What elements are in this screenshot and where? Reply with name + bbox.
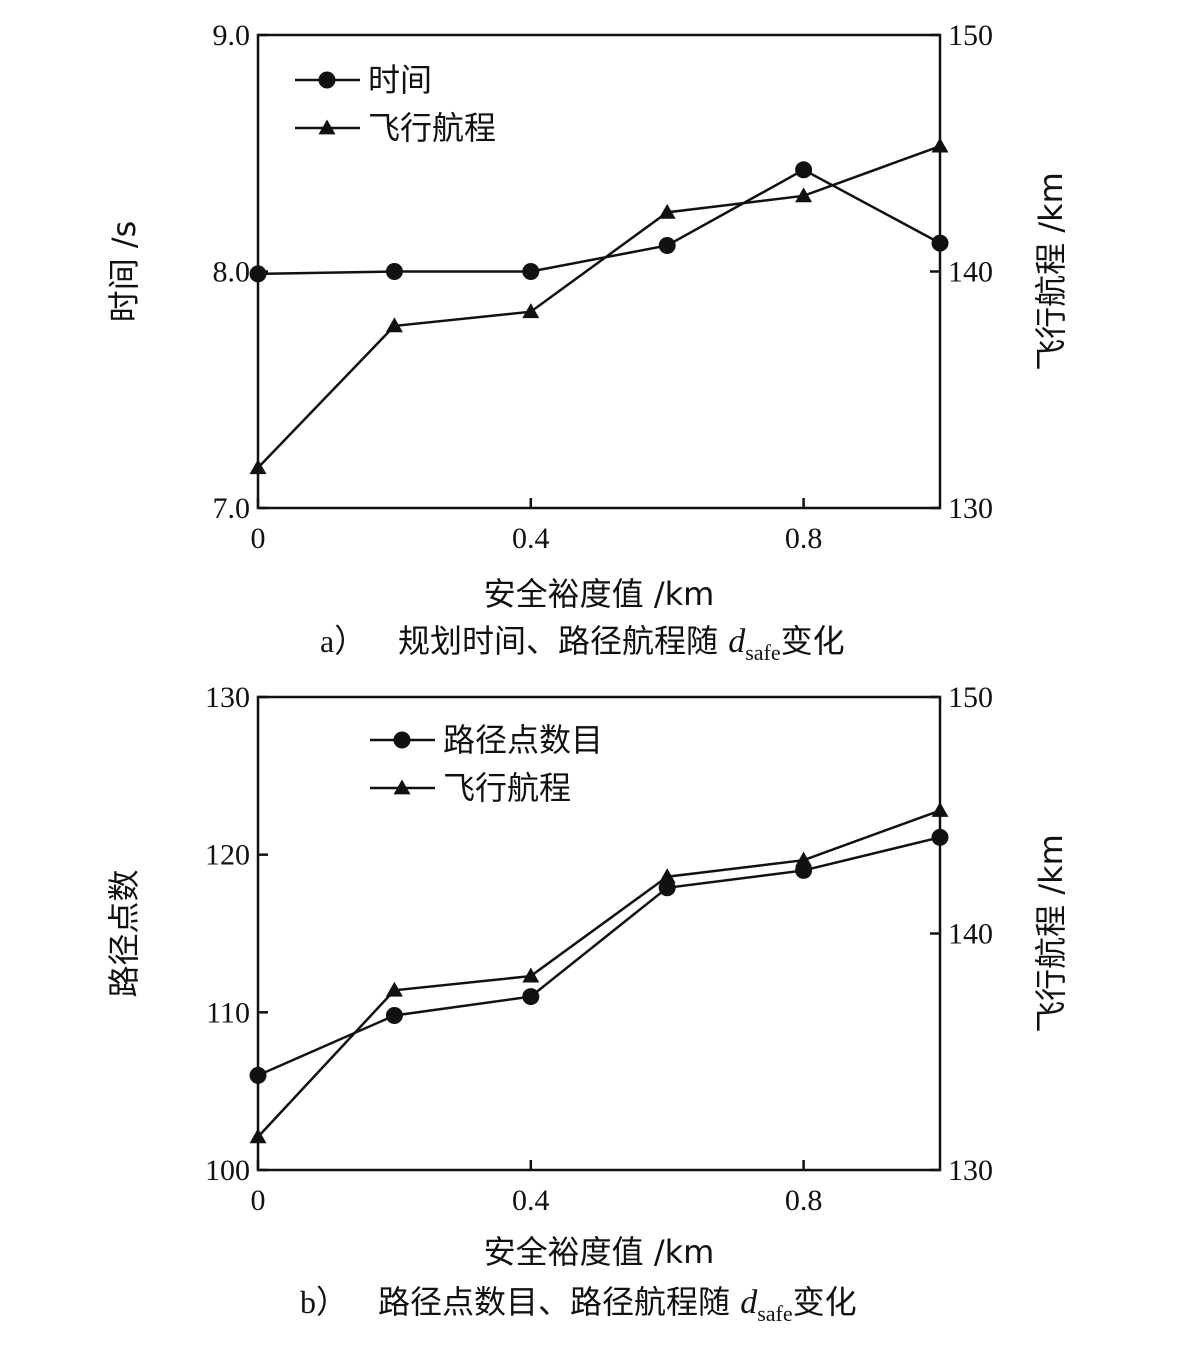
right-y-tick-label: 140 (948, 918, 993, 951)
caption-label: b） (300, 1284, 348, 1320)
x-tick-label: 0.8 (785, 1184, 823, 1217)
caption-subscript: safe (757, 1301, 792, 1326)
left-y-tick-label: 130 (205, 681, 250, 714)
data-point-triangle (931, 137, 949, 153)
data-point-circle (522, 988, 540, 1006)
data-point-circle (658, 879, 676, 897)
left-y-tick-label: 8.0 (213, 256, 251, 289)
data-point-circle (658, 236, 676, 254)
caption-symbol: d (740, 1284, 758, 1321)
data-point-triangle (249, 459, 267, 475)
plot-frame (256, 695, 942, 1172)
caption-symbol: d (728, 623, 746, 660)
left-axis-title: 时间 /s (105, 221, 143, 323)
data-point-triangle (522, 967, 540, 983)
x-tick-label: 0.8 (785, 522, 823, 555)
series-line (257, 809, 941, 1138)
data-point-triangle (249, 1128, 267, 1144)
right-y-tick-label: 150 (948, 681, 993, 714)
x-axis-title: 安全裕度值 /km (484, 575, 715, 613)
right-axis-title: 飞行航程 /km (1032, 172, 1070, 371)
right-y-tick-label: 130 (948, 492, 993, 525)
series-line (257, 168, 941, 276)
data-point-triangle (795, 187, 813, 203)
series-line (257, 144, 941, 469)
data-point-triangle (522, 303, 540, 319)
caption-text-before: 规划时间、路径航程随 (398, 622, 728, 660)
caption-label: a） (320, 623, 366, 659)
series-line (257, 836, 941, 1077)
right-y-tick-label: 150 (948, 19, 993, 52)
left-y-tick-label: 100 (205, 1154, 250, 1187)
x-tick-label: 0 (251, 1184, 266, 1217)
right-y-tick-label: 140 (948, 256, 993, 289)
caption-text-before: 路径点数目、路径航程随 (378, 1283, 740, 1321)
caption-text-after: 变化 (781, 622, 845, 660)
data-point-triangle (795, 851, 813, 867)
legend-label: 飞行航程 (443, 769, 571, 807)
chart-a-svg: 0 0.4 0.8 7.0 8.0 9.0 130 140 150 时间 /s 飞行航程 /km 安全… (105, 19, 1070, 665)
data-point-circle (795, 161, 813, 179)
x-tick-label: 0.4 (512, 522, 550, 555)
chart-b: 0 0.4 0.8 100 110 120 130 130 140 150 路径点数 飞行航程 /km… (0, 675, 1200, 1349)
series-triangle (249, 137, 949, 475)
data-point-circle (385, 1006, 403, 1024)
left-axis-title: 路径点数 (105, 869, 143, 997)
data-point-circle (522, 263, 540, 280)
caption: 路径点数目、路径航程随 dsafe变化 (378, 1283, 857, 1326)
series-triangle (249, 802, 949, 1144)
x-axis-title: 安全裕度值 /km (484, 1233, 715, 1271)
legend-marker-circle (393, 731, 411, 749)
legend-marker-triangle (318, 119, 336, 135)
left-y-tick-label: 110 (206, 996, 250, 1029)
series-circle (249, 161, 949, 283)
data-point-triangle (385, 981, 403, 997)
data-point-circle (249, 265, 267, 283)
left-y-tick-label: 9.0 (213, 19, 251, 52)
caption-subscript: safe (745, 640, 780, 665)
legend-label: 时间 (368, 61, 432, 99)
x-tick-label: 0.4 (512, 1184, 550, 1217)
chart-a: 0 0.4 0.8 7.0 8.0 9.0 130 140 150 时间 /s 飞行航程 /km 安全… (105, 19, 1070, 665)
data-point-triangle (385, 317, 403, 333)
data-point-triangle (658, 868, 676, 884)
legend-marker-circle (318, 71, 336, 89)
caption-text-after: 变化 (793, 1283, 857, 1321)
data-point-circle (385, 263, 403, 280)
chart-b-svg: 0 0.4 0.8 100 110 120 130 130 140 150 路径点数 飞行航程 /km… (105, 681, 1070, 1326)
right-axis-title: 飞行航程 /km (1032, 834, 1070, 1033)
legend-marker-triangle (393, 779, 411, 795)
legend-label: 路径点数目 (443, 721, 603, 759)
data-point-triangle (658, 203, 676, 219)
series-circle (249, 828, 949, 1084)
data-point-circle (931, 828, 949, 846)
left-y-tick-label: 120 (205, 839, 250, 872)
x-tick-label: 0 (251, 522, 266, 555)
data-point-circle (931, 234, 949, 252)
caption: 规划时间、路径航程随 dsafe变化 (398, 622, 845, 665)
right-y-tick-label: 130 (948, 1154, 993, 1187)
data-point-triangle (931, 802, 949, 817)
legend-label: 飞行航程 (368, 109, 496, 147)
data-point-circle (249, 1066, 267, 1084)
left-y-tick-label: 7.0 (213, 492, 251, 525)
